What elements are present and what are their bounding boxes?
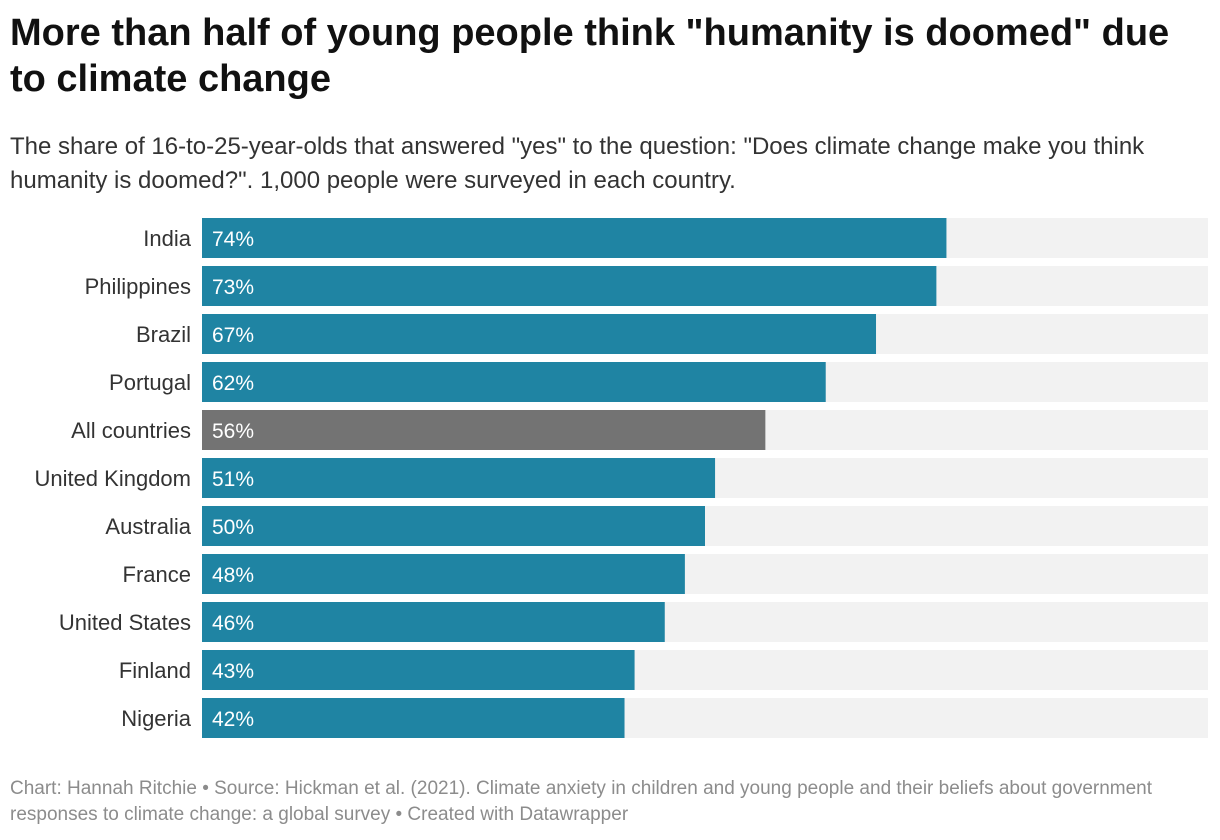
value-label: 42% [212,708,254,731]
bar-row-all-countries: All countries 56% [71,410,1208,450]
bar-row-nigeria: Nigeria 42% [121,698,1208,738]
value-label: 56% [212,420,254,443]
bar-row-united-kingdom: United Kingdom 51% [34,458,1208,498]
bar-row-france: France 48% [123,554,1208,594]
value-label: 46% [212,612,254,635]
value-label: 43% [212,660,254,683]
bar-row-brazil: Brazil 67% [136,314,1208,354]
bar-row-finland: Finland 43% [119,650,1208,690]
value-label: 73% [212,276,254,299]
chart-title: More than half of young people think "hu… [10,12,1170,100]
category-label: Finland [119,658,191,683]
value-label: 51% [212,468,254,491]
bar-row-philippines: Philippines 73% [85,266,1208,306]
bar [202,410,766,450]
bar [202,506,705,546]
bar [202,218,947,258]
bar [202,362,826,402]
bar-row-portugal: Portugal 62% [109,362,1208,402]
bar [202,602,665,642]
value-label: 48% [212,564,254,587]
bar [202,458,716,498]
bar [202,266,937,306]
category-label: Philippines [85,274,191,299]
category-label: Portugal [109,370,191,395]
category-label: United States [59,610,191,635]
bar-row-united-states: United States 46% [59,602,1208,642]
category-label: India [143,226,191,251]
bar-chart: India 74% Philippines 73% Brazil 67% Portugal 6… [34,218,1208,738]
category-label: France [123,562,191,587]
category-label: United Kingdom [34,466,191,491]
category-label: All countries [71,418,191,443]
bar-row-india: India 74% [143,218,1208,258]
category-label: Nigeria [121,706,191,731]
bar-row-australia: Australia 50% [105,506,1208,546]
bar [202,650,635,690]
bar [202,554,685,594]
chart-subtitle: The share of 16-to-25-year-olds that ans… [10,133,1145,194]
value-label: 74% [212,228,254,251]
value-label: 62% [212,372,254,395]
category-label: Australia [105,514,191,539]
bar [202,314,877,354]
bar [202,698,625,738]
chart-footer: Chart: Hannah Ritchie • Source: Hickman … [10,778,1153,825]
value-label: 50% [212,516,254,539]
value-label: 67% [212,324,254,347]
category-label: Brazil [136,322,191,347]
